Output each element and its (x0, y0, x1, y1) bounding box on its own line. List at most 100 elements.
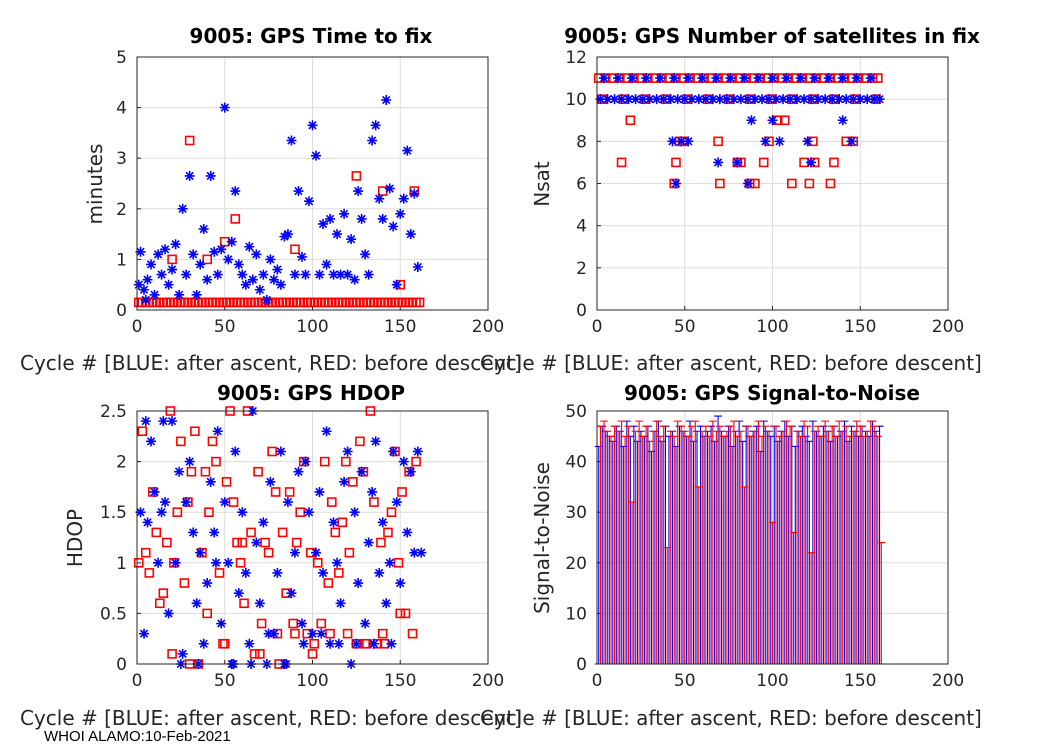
data-point-after-ascent (216, 618, 227, 629)
data-point-after-ascent (384, 557, 395, 568)
data-point-after-ascent (374, 567, 385, 578)
data-point-after-ascent (412, 446, 423, 457)
data-point-after-ascent (651, 94, 662, 105)
data-point-after-ascent (325, 213, 336, 224)
data-point-before-descent (804, 178, 815, 189)
data-point-after-ascent (865, 73, 876, 84)
data-point-after-ascent (778, 94, 789, 105)
data-point-after-ascent (135, 507, 146, 518)
data-point-after-ascent (767, 115, 778, 126)
data-point-before-descent (221, 477, 232, 487)
data-point-after-ascent (296, 618, 307, 629)
data-point-before-descent (369, 497, 379, 507)
y-axis-label: HDOP (63, 509, 87, 567)
panel-num-satellites: 9005: GPS Number of satellites in fix 0 5… (480, 24, 982, 375)
data-point-after-ascent (609, 94, 620, 105)
data-point-after-ascent (328, 269, 339, 280)
x-tick-label: 50 (674, 317, 696, 337)
data-point-after-ascent (303, 196, 314, 207)
x-tick-label: 100 (756, 317, 788, 337)
data-point-before-descent (179, 578, 190, 588)
data-point-after-ascent (210, 557, 221, 568)
y-tick-label: 6 (576, 175, 587, 195)
data-point-after-ascent (160, 497, 171, 508)
x-tick-label: 0 (132, 671, 143, 691)
data-point-before-descent (155, 598, 165, 609)
data-point-after-ascent (346, 234, 357, 245)
axes-frame (596, 410, 949, 665)
data-point-before-descent (341, 456, 351, 467)
data-point-before-descent (167, 254, 177, 265)
data-point-after-ascent (398, 193, 409, 204)
data-point-after-ascent (602, 94, 613, 105)
data-point-before-descent (200, 466, 211, 477)
data-point-after-ascent (307, 120, 318, 131)
y-tick-label: 3 (116, 149, 127, 169)
data-point-after-ascent (184, 456, 195, 467)
x-axis-label: Cycle # [BLUE: after ascent, RED: before… (480, 351, 982, 375)
data-point-after-ascent (353, 186, 364, 197)
y-tick-label: 40 (565, 453, 587, 473)
data-point-after-ascent (209, 527, 220, 538)
data-point-after-ascent (409, 188, 420, 199)
y-tick-label: 1 (116, 554, 127, 574)
data-point-before-descent (671, 157, 681, 168)
data-point-after-ascent (823, 73, 834, 84)
data-point-after-ascent (300, 269, 311, 280)
data-point-after-ascent (683, 73, 694, 84)
y-tick-label: 20 (565, 554, 587, 574)
data-point-after-ascent (402, 527, 413, 538)
data-point-after-ascent (742, 94, 753, 105)
y-tick-label: 0 (576, 301, 587, 321)
data-point-after-ascent (792, 94, 803, 105)
y-axis-label: Nsat (530, 161, 554, 207)
data-point-after-ascent (732, 157, 743, 168)
data-point-after-ascent (381, 598, 392, 609)
y-tick-label: 4 (576, 217, 587, 237)
data-point-after-ascent (198, 638, 209, 649)
data-point-after-ascent (742, 178, 753, 189)
data-point-after-ascent (837, 115, 848, 126)
data-point-before-descent (386, 507, 397, 518)
data-point-after-ascent (388, 446, 399, 457)
data-point-after-ascent (869, 94, 880, 105)
data-point-after-ascent (667, 136, 678, 147)
data-point-after-ascent (360, 249, 371, 260)
data-point-after-ascent (669, 73, 680, 84)
data-point-after-ascent (711, 73, 722, 84)
data-point-after-ascent (296, 251, 307, 262)
data-point-after-ascent (595, 94, 606, 105)
data-point-after-ascent (874, 94, 885, 105)
data-point-after-ascent (202, 274, 213, 285)
axes-hdop: 0 50 100 150 200 0 0.5 1 1.5 2 2.5 (100, 402, 504, 691)
data-point-before-descent (176, 436, 186, 447)
data-point-before-descent (616, 157, 627, 168)
data-point-before-descent (263, 547, 274, 558)
data-point-after-ascent (133, 279, 144, 290)
data-point-after-ascent (318, 567, 329, 578)
data-point-before-descent (309, 638, 320, 649)
data-marks (593, 73, 885, 189)
data-point-after-ascent (181, 497, 192, 508)
data-point-after-ascent (827, 94, 838, 105)
data-point-after-ascent (332, 557, 343, 568)
data-point-after-ascent (149, 486, 160, 497)
data-point-after-ascent (367, 135, 378, 146)
data-point-after-ascent (391, 279, 402, 290)
y-axis-label: Signal-to-Noise (530, 462, 554, 614)
data-point-after-ascent (237, 507, 248, 518)
data-point-after-ascent (391, 497, 402, 508)
data-point-after-ascent (370, 120, 381, 131)
data-point-after-ascent (409, 547, 420, 558)
data-point-after-ascent (332, 229, 343, 240)
data-point-after-ascent (149, 289, 160, 300)
data-point-after-ascent (219, 497, 230, 508)
data-point-before-descent (167, 649, 177, 659)
data-point-before-descent (211, 456, 221, 467)
y-tick-label: 10 (565, 604, 587, 624)
y-axis-label: minutes (83, 144, 107, 225)
data-point-after-ascent (837, 73, 848, 84)
data-point-after-ascent (785, 94, 796, 105)
x-axis-label: Cycle # [BLUE: after ascent, RED: before… (480, 706, 982, 730)
data-point-after-ascent (212, 426, 223, 437)
